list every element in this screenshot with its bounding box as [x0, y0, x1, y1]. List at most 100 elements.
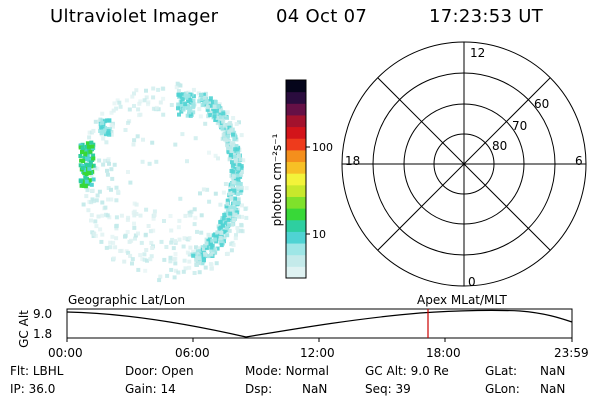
auroral-pixel	[239, 170, 244, 174]
auroral-pixel	[203, 265, 208, 270]
auroral-pixel	[218, 202, 223, 207]
dsp-value: NaN	[302, 382, 328, 396]
auroral-pixel	[102, 119, 107, 124]
auroral-pixel	[224, 138, 229, 143]
auroral-pixel	[89, 182, 94, 187]
auroral-pixel	[87, 178, 92, 183]
auroral-pixel	[191, 249, 196, 254]
gain-label: Gain:	[125, 382, 157, 396]
auroral-pixel	[99, 131, 104, 136]
auroral-pixel	[100, 121, 105, 126]
auroral-pixel	[219, 238, 224, 243]
auroral-pixel	[226, 133, 230, 138]
auroral-pixel	[96, 214, 101, 219]
auroral-pixel	[200, 103, 205, 108]
auroral-pixel	[229, 209, 234, 213]
auroral-pixel	[132, 201, 137, 206]
auroral-pixel	[221, 216, 226, 221]
auroral-pixel	[231, 152, 236, 157]
auroral-pixel	[133, 233, 138, 238]
auroral-pixel	[146, 224, 151, 228]
auroral-pixel	[237, 162, 242, 167]
auroral-pixel	[239, 185, 244, 190]
auroral-pixel	[214, 235, 218, 240]
auroral-pixel	[208, 113, 213, 118]
auroral-pixel	[193, 252, 198, 257]
timeline-frame	[66, 308, 573, 339]
auroral-pixel	[208, 99, 213, 104]
auroral-pixel	[175, 81, 180, 86]
gain-info: Gain: 14	[125, 382, 176, 396]
auroral-pixel	[89, 140, 94, 145]
auroral-pixel	[132, 221, 136, 226]
auroral-pixel	[182, 258, 187, 263]
auroral-pixel	[87, 166, 92, 171]
door-label: Door:	[125, 364, 158, 378]
auroral-pixel	[203, 252, 208, 257]
auroral-pixel	[187, 236, 192, 241]
auroral-pixel	[224, 204, 229, 209]
auroral-pixel	[233, 212, 238, 217]
auroral-pixel	[218, 233, 223, 238]
auroral-pixel	[209, 252, 214, 257]
auroral-pixel	[198, 249, 203, 254]
auroral-pixel	[204, 241, 209, 246]
auroral-pixel	[201, 187, 206, 192]
auroral-pixel	[161, 112, 166, 117]
auroral-pixel	[144, 88, 148, 93]
auroral-pixel	[95, 166, 100, 171]
auroral-pixel	[209, 262, 214, 267]
auroral-pixel	[185, 106, 190, 110]
auroral-pixel	[104, 140, 109, 145]
auroral-pixel	[239, 164, 244, 169]
auroral-pixel	[199, 213, 204, 218]
auroral-pixel	[227, 214, 231, 219]
auroral-pixel	[215, 230, 220, 235]
auroral-pixel	[138, 213, 143, 218]
auroral-pixel	[205, 187, 210, 192]
auroral-pixel	[202, 258, 206, 262]
auroral-pixel	[206, 232, 211, 237]
auroral-pixel	[151, 216, 156, 221]
auroral-pixel	[218, 240, 223, 245]
auroral-pixel	[194, 262, 199, 267]
auroral-pixel	[136, 231, 140, 236]
timeline-left-label: Geographic Lat/Lon	[68, 293, 186, 307]
auroral-pixel	[139, 240, 144, 245]
colorbar-frame	[285, 79, 307, 279]
auroral-pixel	[191, 94, 196, 99]
auroral-pixel	[177, 218, 182, 223]
lat-label-80: 80	[492, 139, 508, 153]
auroral-pixel	[213, 153, 218, 158]
auroral-pixel	[82, 180, 87, 184]
auroral-pixel	[191, 87, 196, 92]
auroral-pixel	[239, 222, 244, 227]
glon-label: GLon:	[485, 382, 520, 396]
auroral-pixel	[198, 96, 203, 101]
auroral-pixel	[209, 245, 214, 250]
auroral-pixel	[227, 139, 232, 143]
auroral-pixel	[228, 211, 233, 216]
auroral-pixel	[147, 161, 152, 166]
auroral-pixel	[235, 226, 240, 230]
auroral-pixel	[85, 141, 90, 146]
auroral-pixel	[97, 158, 102, 163]
colorbar-cell	[286, 126, 306, 139]
seq-value: 39	[395, 382, 411, 396]
auroral-pixel	[126, 170, 130, 174]
timeline-x-label-1800: 18:00	[426, 346, 461, 360]
gain-value: 14	[160, 382, 176, 396]
auroral-pixel	[142, 257, 147, 262]
auroral-pixel	[173, 239, 177, 244]
auroral-pixel	[151, 95, 156, 100]
auroral-pixel	[173, 268, 178, 273]
auroral-pixel	[145, 258, 149, 263]
auroral-pixel	[94, 224, 99, 229]
auroral-pixel	[82, 170, 87, 175]
auroral-pixel	[112, 101, 117, 106]
auroral-pixel	[181, 269, 186, 274]
auroral-pixel	[159, 239, 164, 244]
auroral-pixel	[85, 156, 89, 161]
auroral-pixel	[99, 125, 104, 130]
